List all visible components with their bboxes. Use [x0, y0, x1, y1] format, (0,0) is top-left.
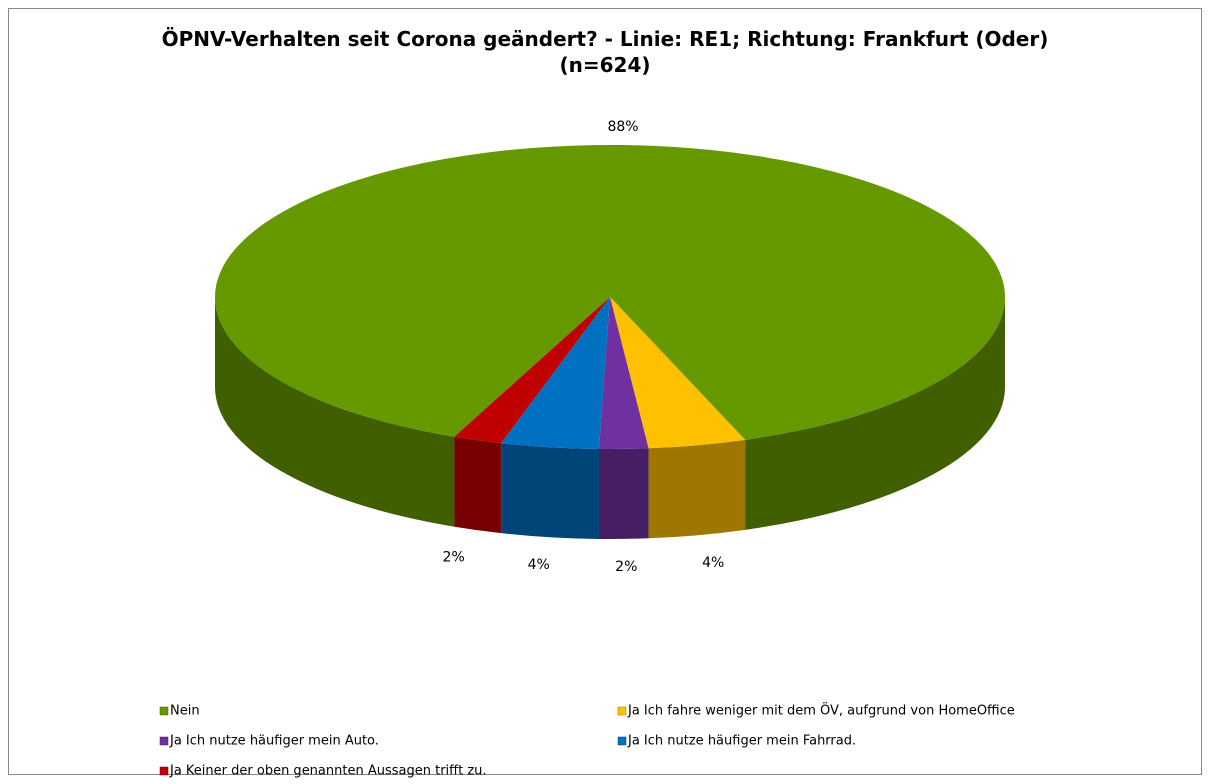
data-label: 2%: [615, 559, 637, 575]
legend-label: Ja Ich fahre weniger mit dem ÖV, aufgrun…: [627, 702, 1015, 719]
data-label: 88%: [607, 119, 638, 135]
legend-marker: [617, 736, 627, 746]
slice-side: [501, 443, 599, 539]
slice: [454, 297, 610, 444]
legend-marker: [159, 766, 169, 776]
slice: [215, 145, 1006, 440]
legend-label: Ja Keiner der oben genannten Aussagen tr…: [169, 764, 487, 779]
data-label: 4%: [702, 555, 724, 571]
chart-title: ÖPNV-Verhalten seit Corona geändert? - L…: [161, 27, 1049, 77]
slice: [501, 297, 610, 449]
legend-label: Nein: [170, 704, 200, 719]
legend-marker: [617, 706, 627, 716]
legend-marker: [159, 736, 169, 746]
slice: [610, 297, 746, 449]
slice: [598, 297, 649, 449]
data-label: 4%: [528, 557, 550, 573]
legend-label: Ja Ich nutze häufiger mein Fahrrad.: [627, 734, 856, 749]
slice-side: [598, 448, 649, 539]
slice-side: [454, 436, 502, 534]
chart-border: [8, 8, 1202, 775]
legend-label: Ja Ich nutze häufiger mein Auto.: [169, 734, 379, 749]
data-label: 2%: [443, 549, 465, 565]
slice-side: [745, 297, 1005, 530]
legend-marker: [159, 706, 169, 716]
slice-side: [214, 297, 455, 527]
slice-side: [648, 439, 746, 539]
